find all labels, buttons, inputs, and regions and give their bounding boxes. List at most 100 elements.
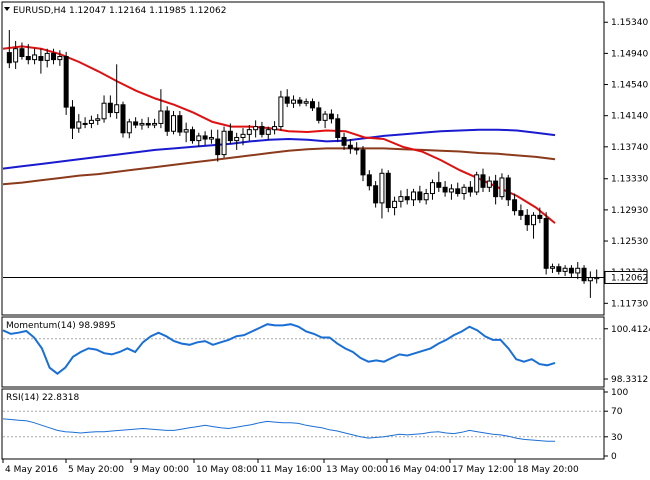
candle — [575, 262, 581, 280]
candle-body-bear — [543, 217, 549, 269]
candle — [246, 125, 252, 141]
ma-short-line — [2, 45, 556, 224]
candle-body-bear — [25, 56, 31, 61]
candle — [69, 100, 75, 140]
price-tick-label: 1.11730 — [611, 299, 648, 309]
candle-body-bull — [291, 99, 297, 104]
rsi-axis: 100 70 30 0 — [604, 388, 628, 462]
candle-body-bull — [562, 267, 568, 272]
candle-body-bull — [303, 101, 309, 104]
candle — [284, 89, 290, 108]
candle-body-bear — [480, 174, 486, 188]
candle-body-bull — [253, 126, 259, 131]
time-tick-label: 17 May 12:00 — [452, 465, 514, 475]
price-panel-frame — [1, 1, 605, 316]
candle — [171, 111, 177, 135]
candle-body-bull — [265, 129, 271, 135]
candle — [183, 122, 189, 143]
candle-body-bull — [549, 266, 555, 269]
candle-body-bear — [442, 186, 448, 193]
candle — [76, 114, 82, 133]
candle-body-bear — [404, 196, 410, 201]
candle — [164, 106, 170, 136]
current-price-tag: 1.12062 — [611, 273, 648, 283]
candle-body-bear — [436, 182, 442, 188]
candle-body-bull — [221, 130, 227, 156]
candle-body-bear — [177, 115, 183, 133]
candle-body-bear — [215, 138, 221, 156]
candle — [227, 123, 233, 144]
rsi-tick-label: 0 — [611, 452, 617, 462]
candle-body-bear — [284, 96, 290, 104]
candle-body-bull — [379, 172, 385, 204]
candle — [202, 131, 208, 146]
momentum-tick-label: 100.4124 — [611, 325, 650, 335]
candle — [568, 265, 574, 278]
candle-body-bear — [309, 101, 315, 109]
candle — [57, 50, 63, 66]
candle-body-bear — [467, 186, 473, 193]
candle — [347, 139, 353, 154]
candle — [322, 111, 328, 129]
dropdown-triangle-icon[interactable] — [4, 7, 10, 11]
candle-body-bear — [202, 135, 208, 140]
candle-body-bull — [82, 122, 88, 125]
candle-body-bull — [398, 196, 404, 202]
candle — [354, 142, 360, 155]
candle — [379, 168, 385, 219]
candle-body-bear — [19, 48, 25, 58]
candle — [101, 95, 107, 123]
candle-body-bull — [322, 113, 328, 121]
candle-body-bear — [385, 172, 391, 209]
candle — [221, 126, 227, 158]
candle — [392, 196, 398, 216]
momentum-panel-frame — [1, 316, 605, 388]
candle-body-bull — [13, 48, 19, 63]
candle-body-bull — [429, 182, 435, 195]
candle-body-bull — [392, 200, 398, 209]
price-panel: 1.15340 1.14940 1.14540 1.14140 1.13740 1.133… — [1, 1, 648, 316]
price-axis: 1.15340 1.14940 1.14540 1.14140 1.13740 1.133… — [604, 18, 648, 309]
candle — [158, 89, 164, 129]
momentum-panel: 100.4124 98.3312 Momentum(14) 98.9895 — [1, 316, 650, 388]
candle — [455, 182, 461, 197]
rsi-panel-frame — [1, 388, 605, 460]
candle — [240, 128, 246, 146]
candle — [32, 48, 38, 65]
candle-body-bull — [158, 110, 164, 124]
momentum-tick-label: 98.3312 — [611, 375, 648, 385]
candle — [88, 115, 94, 129]
candle-body-bear — [347, 144, 353, 149]
candle-body-bear — [107, 102, 113, 114]
candle — [152, 118, 158, 129]
candle — [335, 114, 341, 143]
rsi-tick-label: 70 — [611, 407, 623, 417]
candle-body-bull — [461, 186, 467, 195]
candle — [531, 212, 537, 239]
candle-body-bull — [499, 177, 505, 198]
candle — [6, 30, 12, 69]
time-tick-label: 18 May 20:00 — [517, 465, 579, 475]
price-tick-label: 1.15340 — [611, 18, 648, 28]
candle-body-bear — [227, 130, 233, 142]
candle-body-bull — [183, 129, 189, 133]
candle-body-bear — [568, 267, 574, 274]
candle-body-bull — [114, 104, 120, 114]
candle — [581, 265, 587, 284]
candle-body-bull — [423, 193, 429, 201]
candle — [63, 51, 69, 115]
ma-long-line — [2, 147, 556, 186]
candle-body-bear — [341, 136, 347, 146]
candle — [25, 44, 31, 65]
candle-body-bear — [63, 56, 69, 108]
time-tick-label: 9 May 00:00 — [133, 465, 189, 475]
candle-body-bear — [145, 122, 151, 126]
candle — [373, 181, 379, 208]
candle — [303, 98, 309, 107]
price-chart-title: EURUSD,H4 1.12047 1.12164 1.11985 1.1206… — [13, 6, 226, 16]
candle-body-bull — [171, 115, 177, 132]
time-tick-label: 4 May 2016 — [5, 465, 58, 475]
candle — [594, 269, 600, 284]
time-tick-label: 13 May 00:00 — [326, 465, 388, 475]
candle — [505, 174, 511, 206]
